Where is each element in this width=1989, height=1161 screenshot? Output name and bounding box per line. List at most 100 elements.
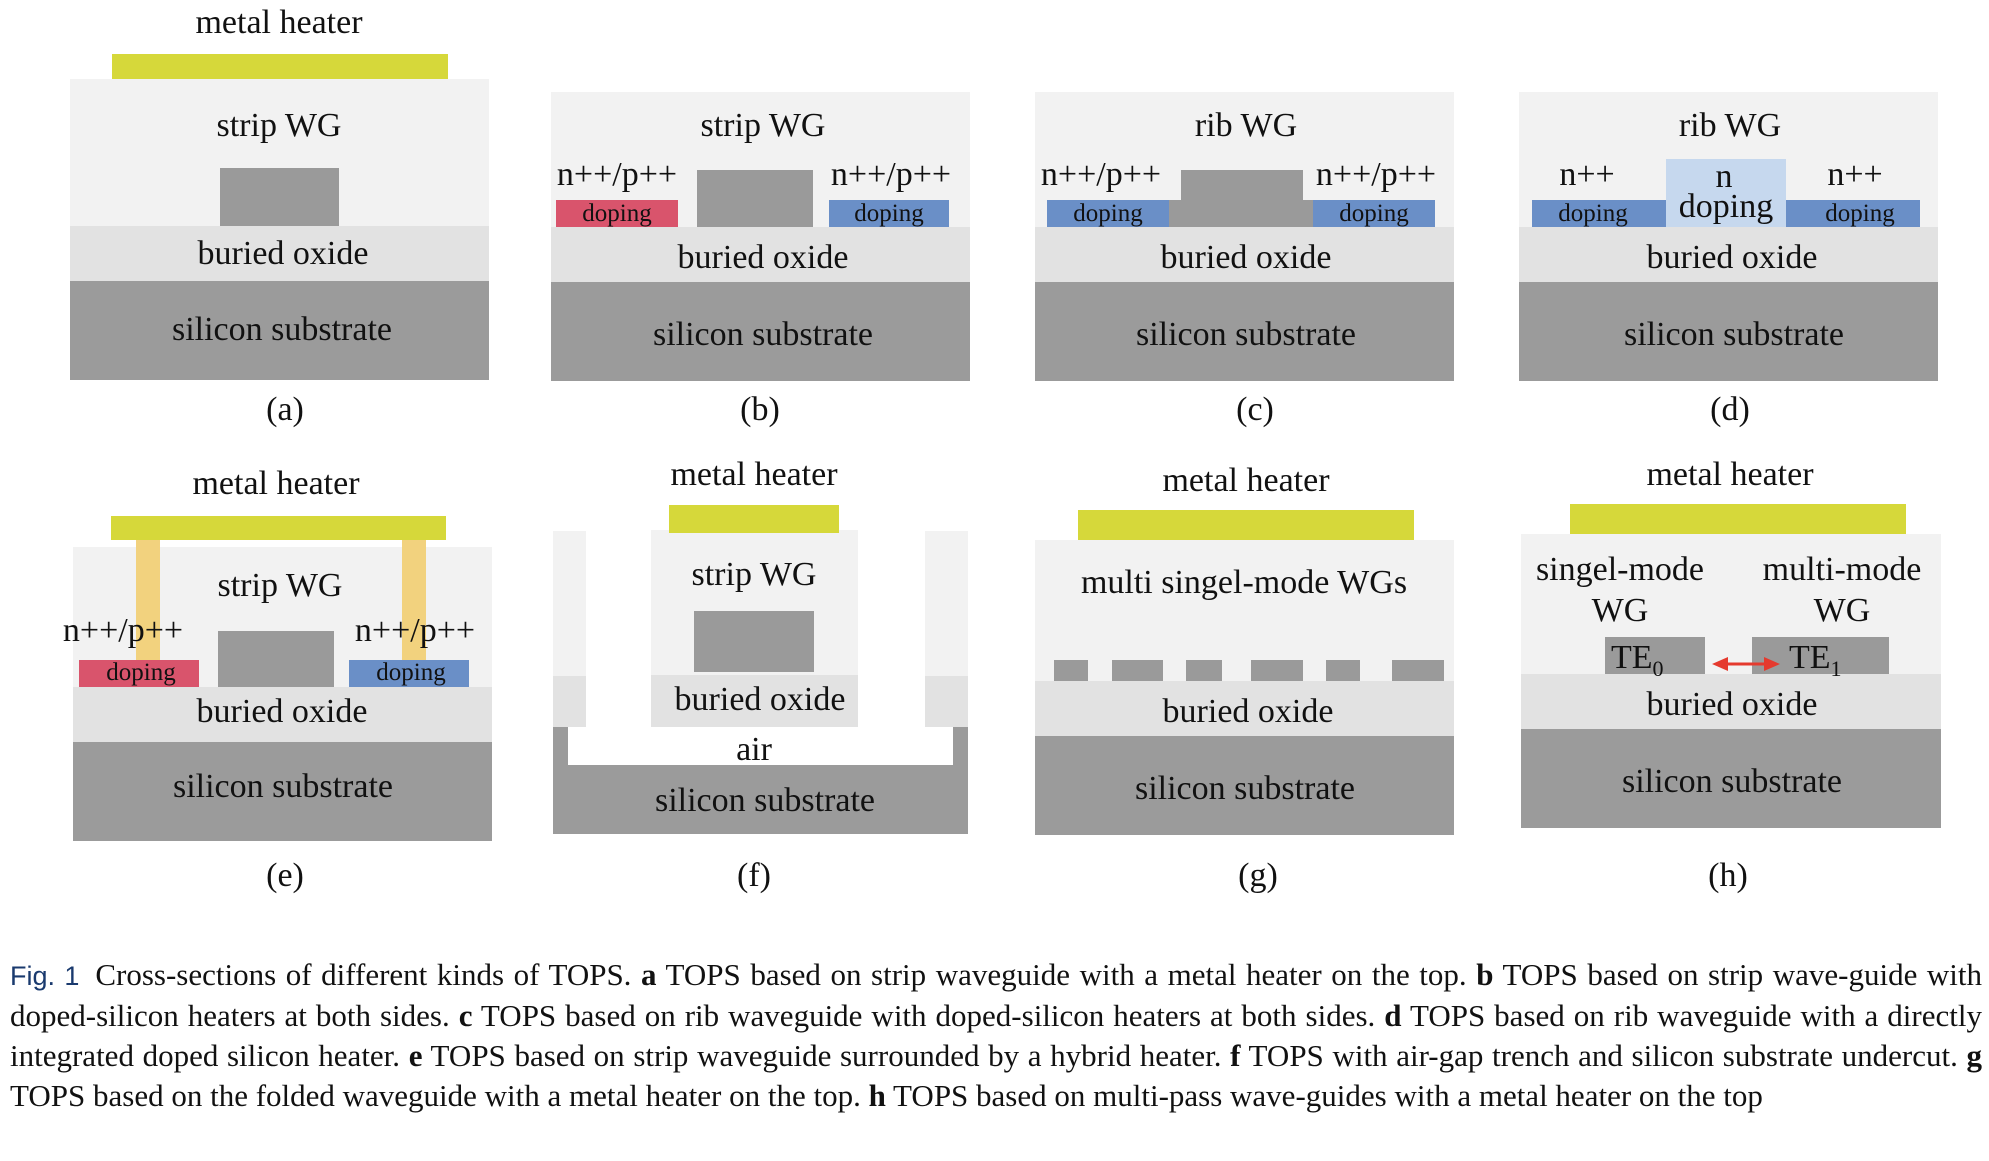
rib-core xyxy=(1181,170,1303,227)
air-label: air xyxy=(736,731,773,768)
caption-panel-key: d xyxy=(1384,998,1401,1033)
buried-oxide-label: buried oxide xyxy=(198,235,369,272)
doping-label-left: doping xyxy=(106,659,176,686)
caption-panel-key: e xyxy=(409,1038,423,1073)
buried-oxide-label: buried oxide xyxy=(678,239,849,276)
buried-oxide-label: buried oxide xyxy=(1647,239,1818,276)
silicon-substrate-label: silicon substrate xyxy=(173,768,393,805)
caption-segment: TOPS based on strip waveguide surrounded… xyxy=(422,1038,1230,1073)
waveguide-core xyxy=(697,170,813,227)
doping-type-label-right: n++ xyxy=(1827,156,1882,193)
doping-label-left: doping xyxy=(582,200,652,227)
strip-wg-label: strip WG xyxy=(218,567,343,604)
te1-subscript: 1 xyxy=(1831,656,1842,681)
cladding xyxy=(1035,540,1454,681)
caption-segment: TOPS based on strip waveguide with a met… xyxy=(657,957,1477,992)
panel-label-b: (b) xyxy=(740,391,780,428)
metal-heater-label: metal heater xyxy=(670,456,838,493)
panel-label-h: (h) xyxy=(1708,857,1748,894)
left-trench-wall-oxide xyxy=(553,676,586,727)
buried-oxide-label: buried oxide xyxy=(1161,239,1332,276)
right-trench-wall-oxide xyxy=(925,676,968,727)
doping-type-label-right: n++/p++ xyxy=(831,156,951,193)
silicon-substrate-label: silicon substrate xyxy=(655,782,875,819)
buried-oxide-label: buried oxide xyxy=(197,693,368,730)
waveguide-core xyxy=(220,168,339,226)
silicon-substrate-label: silicon substrate xyxy=(1622,763,1842,800)
te1-base: TE xyxy=(1789,639,1831,676)
rib-wg-label: rib WG xyxy=(1679,107,1781,144)
panel-label-c: (c) xyxy=(1236,391,1274,428)
metal-heater-label: metal heater xyxy=(192,465,360,502)
metal-heater-label: metal heater xyxy=(1162,462,1330,499)
silicon-substrate-label: silicon substrate xyxy=(653,316,873,353)
doping-label-left: doping xyxy=(1073,200,1143,227)
right-trench-wall-cladding xyxy=(925,531,968,676)
panel-b: strip WG n++/p++ n++/p++ doping doping b… xyxy=(551,92,970,428)
figure-caption: Fig. 1 Cross-sections of different kinds … xyxy=(10,955,1982,1116)
buried-oxide-label: buried oxide xyxy=(1163,693,1334,730)
tops-cross-section-figure: metal heater strip WG buried oxide silic… xyxy=(0,0,1989,940)
rib-wg-label: rib WG xyxy=(1195,107,1297,144)
caption-panel-key: g xyxy=(1967,1038,1983,1073)
metal-heater xyxy=(1570,504,1906,534)
waveguide-core-1 xyxy=(1054,660,1088,681)
strip-wg-label: strip WG xyxy=(217,107,342,144)
buried-oxide-label: buried oxide xyxy=(675,681,846,718)
panel-label-e: (e) xyxy=(266,857,304,894)
waveguide-core-4 xyxy=(1251,660,1303,681)
panel-g: metal heater multi singel-mode WGs burie… xyxy=(1035,462,1454,894)
waveguide-core-5 xyxy=(1326,660,1360,681)
left-trench-wall-cladding xyxy=(553,531,586,676)
panel-d: rib WG n++ n++ doping doping n doping bu… xyxy=(1519,92,1938,428)
silicon-substrate-label: silicon substrate xyxy=(1135,770,1355,807)
multi-mode-wg-label: WG xyxy=(1814,592,1871,629)
panel-label-d: (d) xyxy=(1710,391,1750,428)
metal-heater-label: metal heater xyxy=(195,4,363,41)
caption-panel-key: a xyxy=(641,957,657,992)
metal-heater xyxy=(112,54,448,79)
metal-heater xyxy=(1078,510,1414,540)
strip-wg-label: strip WG xyxy=(701,107,826,144)
waveguide-core-6 xyxy=(1392,660,1444,681)
panel-label-f: (f) xyxy=(737,857,771,894)
doping-type-label-right: n++/p++ xyxy=(1316,156,1436,193)
caption-segment: Cross-sections of different kinds of TOP… xyxy=(95,957,641,992)
doping-label-right: doping xyxy=(376,659,446,686)
caption-segment: TOPS based on multi-pass wave-guides wit… xyxy=(886,1078,1763,1113)
doping-type-label-left: n++/p++ xyxy=(1041,156,1161,193)
buried-oxide-label: buried oxide xyxy=(1647,686,1818,723)
figure-label: Fig. 1 xyxy=(10,961,79,991)
metal-heater xyxy=(111,516,446,540)
caption-panel-key: f xyxy=(1230,1038,1240,1073)
te0-base: TE xyxy=(1611,639,1653,676)
doping-type-label-left: n++/p++ xyxy=(557,156,677,193)
panel-h: metal heater singel-mode WG multi-mode W… xyxy=(1521,456,1941,894)
te0-subscript: 0 xyxy=(1653,656,1664,681)
panel-e: metal heater strip WG n++/p++ n++/p++ do… xyxy=(63,465,492,894)
doping-label-right: doping xyxy=(854,200,924,227)
multi-singel-mode-wgs-label: multi singel-mode WGs xyxy=(1081,564,1407,601)
waveguide-core-2 xyxy=(1112,660,1163,681)
caption-panel-key: b xyxy=(1476,957,1493,992)
doping-label-center: doping xyxy=(1679,188,1773,225)
caption-segment: TOPS with air-gap trench and silicon sub… xyxy=(1240,1038,1966,1073)
metal-heater-label: metal heater xyxy=(1646,456,1814,493)
caption-text: Cross-sections of different kinds of TOP… xyxy=(10,957,1982,1113)
multi-mode-label: multi-mode xyxy=(1763,551,1922,588)
caption-panel-key: h xyxy=(869,1078,886,1113)
caption-segment: TOPS based on rib waveguide with doped-s… xyxy=(473,998,1385,1033)
waveguide-core xyxy=(694,611,814,672)
waveguide-core-3 xyxy=(1186,660,1222,681)
panel-a: metal heater strip WG buried oxide silic… xyxy=(70,4,489,428)
silicon-substrate-label: silicon substrate xyxy=(172,311,392,348)
silicon-substrate-label: silicon substrate xyxy=(1136,316,1356,353)
waveguide-core xyxy=(218,631,334,687)
caption-segment: TOPS based on the folded waveguide with … xyxy=(10,1078,869,1113)
doping-type-label-left: n++/p++ xyxy=(63,612,183,649)
silicon-substrate-label: silicon substrate xyxy=(1624,316,1844,353)
panel-f: metal heater air silicon substrate strip… xyxy=(553,456,968,894)
singel-mode-label: singel-mode xyxy=(1536,551,1704,588)
doping-type-label-right: n++/p++ xyxy=(355,612,475,649)
doping-label-right: doping xyxy=(1339,200,1409,227)
